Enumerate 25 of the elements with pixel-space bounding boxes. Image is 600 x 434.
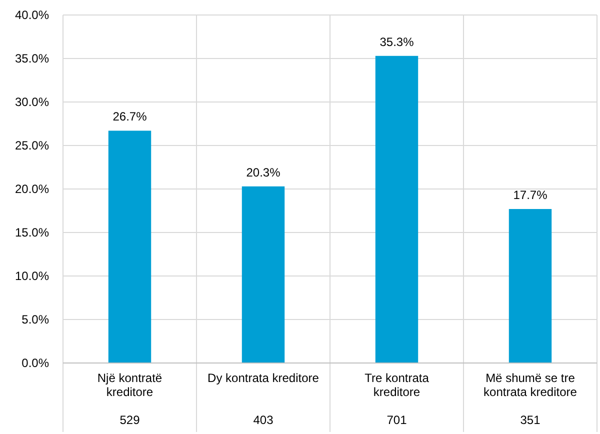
bar [375, 56, 418, 363]
y-tick-label: 10.0% [14, 269, 50, 284]
bar [108, 130, 152, 363]
x-tick-label: Dy kontrata kreditore [208, 371, 320, 385]
y-tick-label: 35.0% [14, 52, 50, 66]
y-tick-label: 15.0% [14, 226, 50, 240]
x-tick-label: Tre kontrata kreditore [364, 371, 430, 399]
x-tick-label: Një kontratë kreditore [97, 371, 162, 399]
bar [242, 186, 285, 363]
y-tick-label: 20.0% [14, 182, 50, 196]
x-tick-label: Më shumë se tre kontrata kreditore [484, 371, 578, 399]
data-label: 26.7% [112, 110, 148, 124]
y-tick-label: 0.0% [22, 356, 50, 370]
y-tick-label: 40.0% [14, 8, 50, 22]
y-tick-label: 25.0% [14, 138, 50, 153]
text: 701 [386, 413, 408, 427]
text: 529 [120, 413, 140, 427]
bar [508, 209, 552, 363]
data-label: 35.3% [380, 34, 414, 49]
y-tick-label: 30.0% [14, 95, 50, 110]
text: 351 [520, 413, 541, 427]
data-label: 17.7% [513, 188, 548, 202]
text: 403 [253, 413, 274, 427]
data-label: 20.3% [246, 165, 281, 180]
y-tick-label: 5.0% [22, 312, 50, 327]
